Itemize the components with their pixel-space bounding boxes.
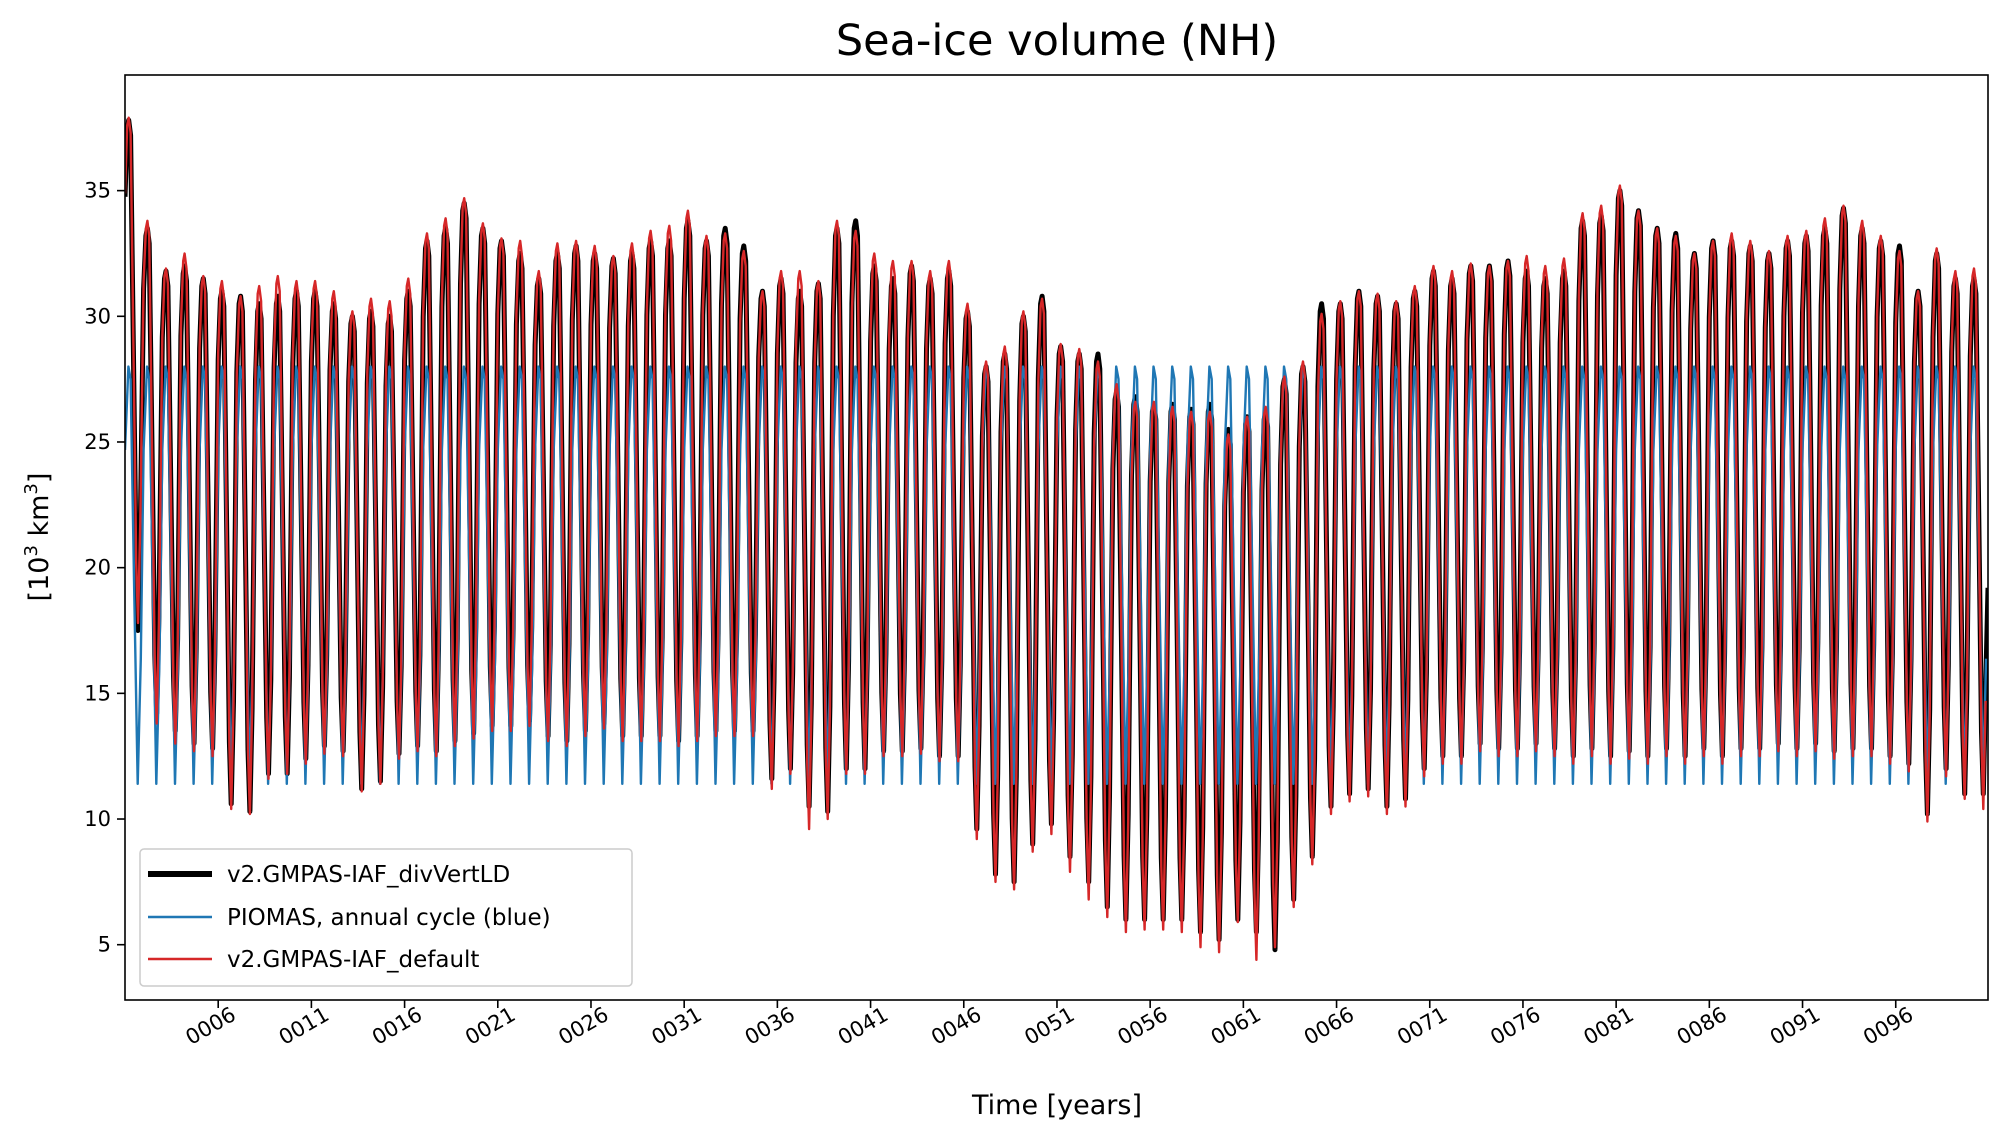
legend-box <box>139 848 633 987</box>
y-axis-label-mid: km <box>24 495 55 546</box>
y-tick-label: 10 <box>84 807 111 831</box>
y-tick-label: 35 <box>84 179 111 203</box>
plot-series-area <box>125 116 1988 961</box>
y-axis-label-exp1: 3 <box>21 545 42 556</box>
y-axis: 5 10 15 20 25 30 35 <box>84 179 125 957</box>
legend-label-default: v2.GMPAS-IAF_default <box>227 947 479 973</box>
y-tick-label: 20 <box>84 556 111 580</box>
svg-text:[103 km3]: [103 km3] <box>21 473 55 602</box>
y-tick-label: 25 <box>84 430 111 454</box>
y-tick-label: 5 <box>98 933 111 957</box>
series-line-default <box>125 116 1987 961</box>
y-axis-label-end: ] <box>24 473 55 484</box>
y-axis-label: [103 km3] <box>21 473 55 602</box>
x-axis-label: Time [years] <box>971 1090 1142 1121</box>
y-axis-label-exp2: 3 <box>21 483 42 494</box>
legend: v2.GMPAS-IAF_divVertLD PIOMAS, annual cy… <box>139 848 633 987</box>
chart-title: Sea-ice volume (NH) <box>836 16 1278 66</box>
legend-label-divvertld: v2.GMPAS-IAF_divVertLD <box>227 862 510 888</box>
legend-label-piomas: PIOMAS, annual cycle (blue) <box>227 905 551 931</box>
y-axis-label-base: [10 <box>24 557 55 602</box>
y-tick-label: 15 <box>84 681 111 705</box>
y-tick-label: 30 <box>84 304 111 328</box>
